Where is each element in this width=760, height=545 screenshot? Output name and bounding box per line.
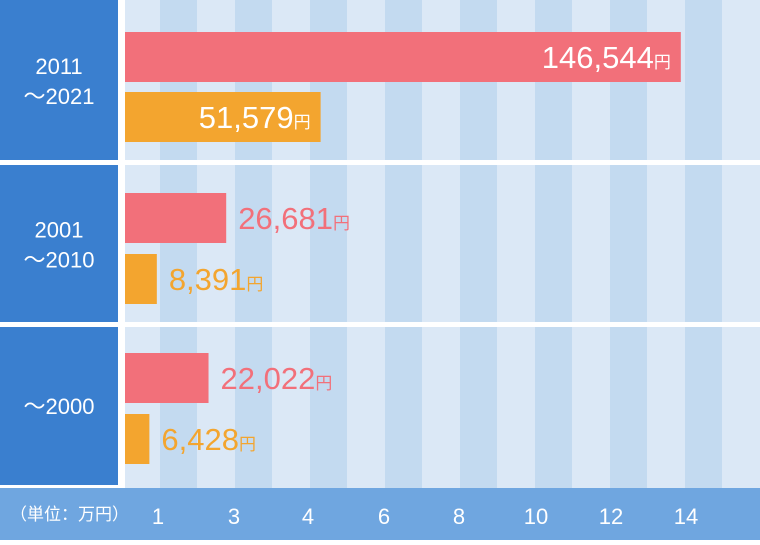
category-label-line1: 2001 [35, 218, 84, 243]
x-tick-label: 10 [524, 504, 548, 529]
x-tick-label: 1 [152, 504, 164, 529]
group-divider [0, 322, 760, 327]
x-tick-label: 3 [228, 504, 240, 529]
bar [125, 193, 227, 243]
x-tick-label: 4 [302, 504, 314, 529]
x-tick-label: 6 [378, 504, 390, 529]
x-tick-label: 12 [599, 504, 623, 529]
data-label: 26,681円 [238, 201, 350, 236]
category-label-line1: 2011 [35, 54, 82, 79]
category-panel [0, 165, 118, 322]
data-label: 6,428円 [161, 422, 256, 457]
category-panel [0, 327, 118, 485]
bar [125, 353, 209, 403]
bar [125, 254, 157, 304]
data-label: 8,391円 [169, 262, 264, 297]
category-label-line2: ～2000 [24, 394, 95, 419]
bar [125, 414, 150, 464]
data-label: 22,022円 [221, 361, 333, 396]
group-divider [0, 160, 760, 165]
grid-band [722, 0, 760, 488]
category-label-line2: ～2010 [24, 248, 95, 273]
x-tick-label: 14 [674, 504, 698, 529]
unit-label: （単位：万円） [10, 505, 129, 524]
category-label-line2: ～2021 [24, 84, 95, 109]
bar [125, 92, 321, 142]
bar [125, 32, 681, 82]
category-panel [0, 0, 118, 160]
data-label: 146,544円 [542, 40, 671, 75]
panel-divider [118, 0, 125, 488]
grid-band [685, 0, 722, 488]
data-label: 51,579円 [199, 100, 311, 135]
axis-bar [0, 488, 760, 540]
x-tick-label: 8 [453, 504, 465, 529]
